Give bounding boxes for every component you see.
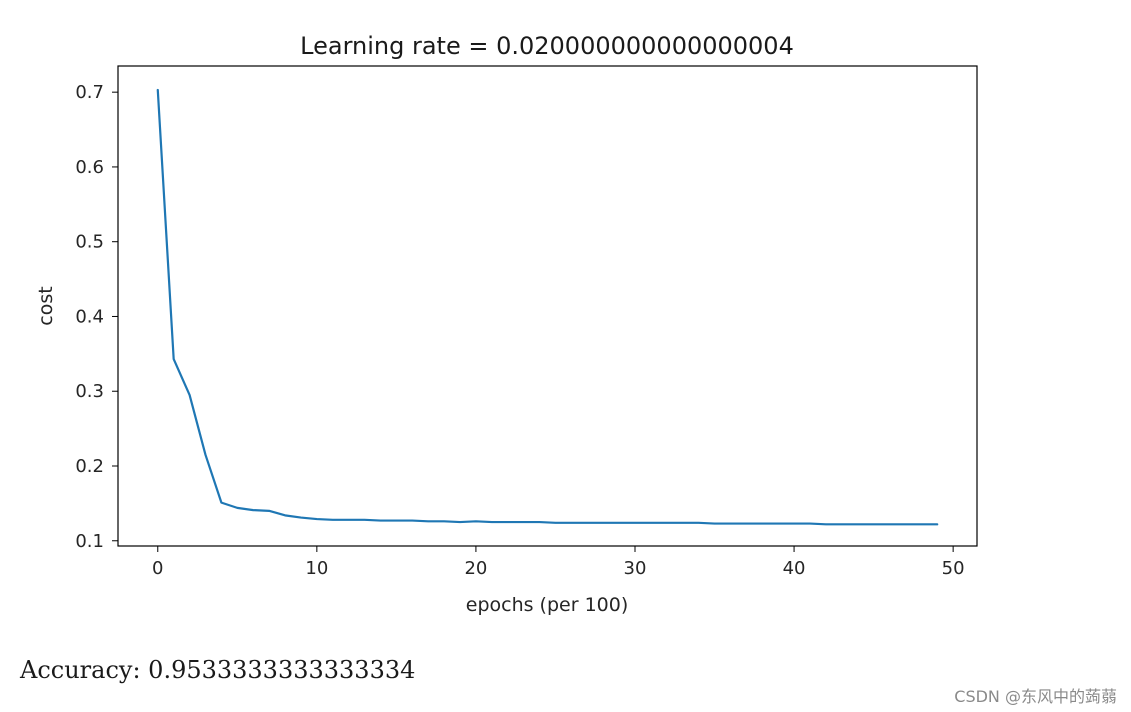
cost-series-line	[156, 88, 939, 526]
y-tick-label: 0.5	[75, 232, 104, 253]
x-tick-label: 20	[464, 558, 487, 579]
y-axis-label: cost	[35, 286, 57, 325]
x-tick-label: 30	[624, 558, 647, 579]
cost-chart: Learning rate = 0.020000000000000004 0 10…	[35, 32, 978, 616]
plot-frame	[117, 65, 978, 547]
x-axis: 0 10 20 30 40 50	[152, 546, 965, 579]
x-tick-label: 50	[942, 558, 965, 579]
y-tick-label: 0.2	[75, 456, 104, 477]
accuracy-output: Accuracy: 0.9533333333333334	[20, 656, 416, 684]
x-tick-label: 10	[305, 558, 328, 579]
y-tick-label: 0.1	[75, 531, 104, 552]
chart-title: Learning rate = 0.020000000000000004	[300, 32, 794, 60]
y-tick-label: 0.4	[75, 306, 104, 327]
x-tick-label: 0	[152, 558, 163, 579]
y-axis: 0.1 0.2 0.3 0.4 0.5 0.6 0.7	[75, 82, 118, 552]
watermark: CSDN @东风中的蒟蒻	[954, 687, 1117, 706]
y-tick-label: 0.7	[75, 82, 104, 103]
x-tick-label: 40	[783, 558, 806, 579]
x-axis-label: epochs (per 100)	[466, 594, 629, 616]
y-tick-label: 0.3	[75, 381, 104, 402]
y-tick-label: 0.6	[75, 157, 104, 178]
